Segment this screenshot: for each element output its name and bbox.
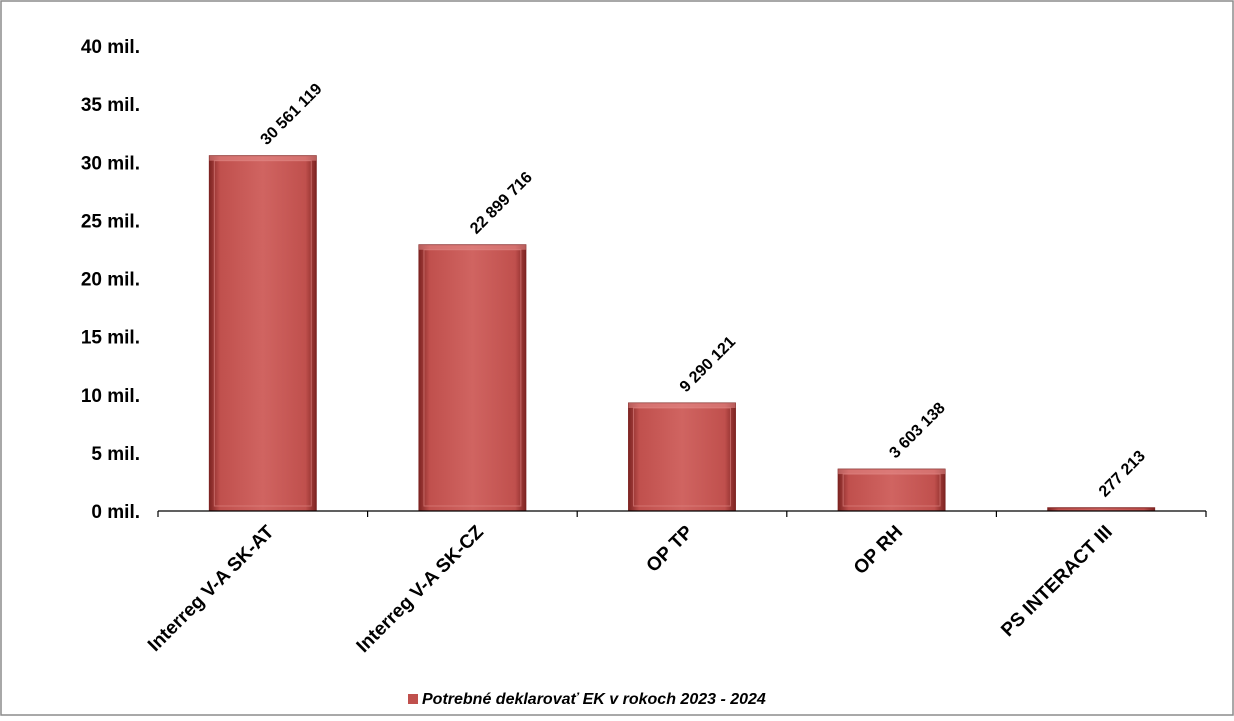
legend-swatch	[408, 694, 418, 704]
y-tick-label: 20 mil.	[81, 270, 140, 291]
y-tick-label: 5 mil.	[91, 444, 140, 465]
y-axis: 0 mil. 5 mil. 10 mil. 15 mil. 20 mil. 25 mil.…	[81, 37, 140, 523]
bar	[208, 155, 317, 512]
bar	[628, 402, 736, 512]
legend-label: Potrebné deklarovať EK v rokoch 2023 - 2…	[422, 691, 766, 708]
y-tick-label: 40 mil.	[81, 37, 140, 58]
y-tick-label: 25 mil.	[81, 211, 140, 232]
y-tick-label: 15 mil.	[81, 328, 140, 349]
y-tick-label: 35 mil.	[81, 95, 140, 116]
legend: Potrebné deklarovať EK v rokoch 2023 - 2…	[408, 691, 766, 708]
legend-item: Potrebné deklarovať EK v rokoch 2023 - 2…	[408, 691, 766, 708]
bars	[208, 155, 1156, 512]
y-tick-label: 0 mil.	[91, 502, 140, 523]
bar	[837, 468, 946, 512]
bar	[418, 244, 527, 512]
y-tick-label: 10 mil.	[81, 386, 140, 407]
y-tick-label: 30 mil.	[81, 153, 140, 174]
